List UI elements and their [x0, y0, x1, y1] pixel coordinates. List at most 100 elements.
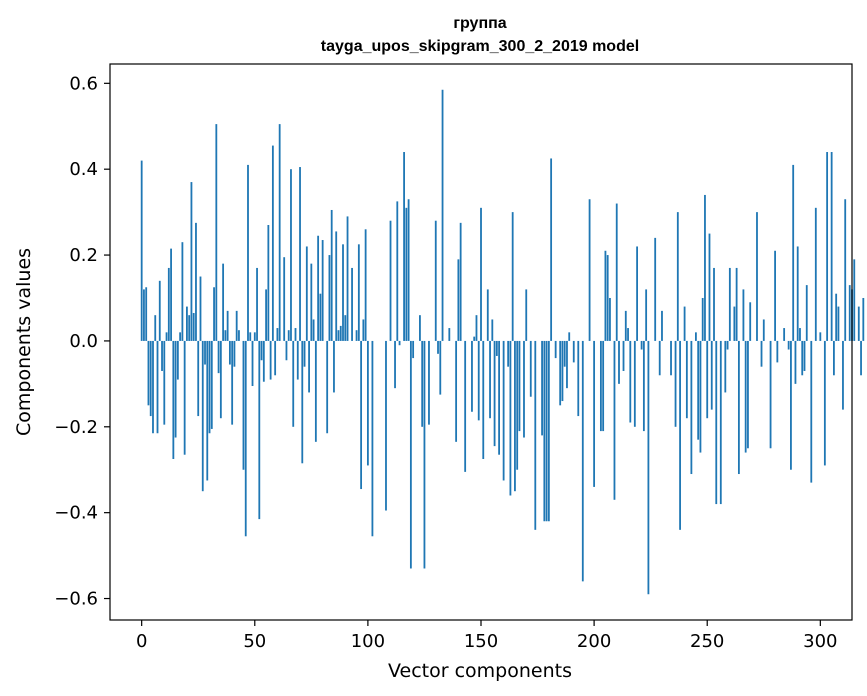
bar [629, 340, 632, 423]
bar [509, 340, 512, 496]
bar [192, 313, 195, 341]
bar [618, 340, 620, 384]
bar [647, 340, 650, 595]
bar [545, 340, 548, 522]
bar [471, 340, 473, 412]
bar [278, 124, 281, 341]
bar [733, 306, 736, 341]
x-tick-label: 200 [577, 631, 611, 652]
bar [407, 199, 410, 341]
bar [588, 199, 591, 341]
bar [697, 340, 700, 440]
bar [351, 267, 353, 341]
bar [161, 340, 163, 371]
bar [249, 332, 252, 341]
bar [756, 212, 758, 341]
bar [790, 340, 792, 470]
y-tick-label: 0.4 [69, 159, 98, 180]
y-tick-label: 0.2 [69, 245, 98, 266]
bar [197, 340, 200, 417]
x-tick-label: 250 [690, 631, 724, 652]
bar [801, 340, 804, 376]
bar [523, 340, 525, 438]
bar [287, 330, 290, 341]
bar [362, 319, 365, 341]
bar [224, 330, 227, 341]
bar [271, 145, 274, 341]
bar [794, 340, 797, 384]
bar [482, 340, 485, 459]
bar [389, 220, 392, 341]
bar [835, 293, 838, 341]
y-tick-label: −0.2 [54, 417, 98, 438]
bar [174, 340, 177, 438]
bar [357, 244, 360, 341]
bar [473, 336, 476, 341]
bar [215, 124, 218, 341]
bar [749, 302, 752, 341]
bar [333, 340, 335, 393]
bar [543, 340, 546, 522]
bar [489, 340, 491, 419]
bar [747, 340, 749, 449]
bar [283, 257, 286, 341]
bar [833, 340, 835, 376]
bar [242, 340, 245, 470]
bar [262, 340, 265, 382]
bar [152, 340, 154, 434]
bar [559, 340, 562, 406]
bar [636, 246, 638, 341]
bar [308, 340, 310, 393]
bar [507, 340, 510, 367]
bar [346, 216, 349, 341]
bar [294, 328, 297, 341]
bar [475, 315, 478, 341]
bar [339, 325, 342, 341]
bar [685, 340, 688, 419]
bar [147, 340, 150, 406]
bar [170, 248, 172, 341]
bar [480, 207, 482, 341]
bar [848, 285, 851, 341]
bar [210, 340, 213, 429]
bar [699, 340, 702, 453]
bar [421, 340, 424, 427]
bar [455, 340, 458, 442]
bar [405, 207, 408, 341]
bar [760, 340, 763, 367]
bar [695, 332, 697, 341]
bar [826, 152, 829, 341]
bar [188, 315, 191, 341]
bar [439, 340, 442, 395]
bar [360, 340, 363, 490]
bar [561, 340, 564, 402]
bar [577, 340, 580, 417]
bar [642, 340, 645, 432]
bar [305, 246, 308, 341]
bar [599, 340, 602, 432]
bar [247, 164, 249, 341]
x-axis: 0 50 100 150 200 250 300 [136, 620, 838, 652]
bar [219, 340, 222, 419]
bar [604, 250, 607, 341]
bar [819, 332, 822, 341]
bar [613, 340, 616, 500]
bar [640, 340, 643, 350]
bar [260, 340, 263, 361]
bar [783, 328, 786, 341]
bar [622, 340, 625, 371]
bar [547, 340, 550, 522]
bar [654, 237, 657, 341]
bar [355, 330, 358, 341]
bar [769, 340, 772, 449]
bar [744, 340, 747, 453]
bar [371, 340, 374, 537]
bar [330, 209, 333, 341]
bar [181, 242, 184, 341]
bar [176, 340, 179, 380]
bar [299, 167, 301, 341]
bar [310, 263, 313, 341]
bar [713, 267, 715, 341]
bar [326, 340, 329, 434]
y-axis: −0.6 −0.4 −0.2 0.0 0.2 0.4 0.6 [54, 73, 110, 610]
